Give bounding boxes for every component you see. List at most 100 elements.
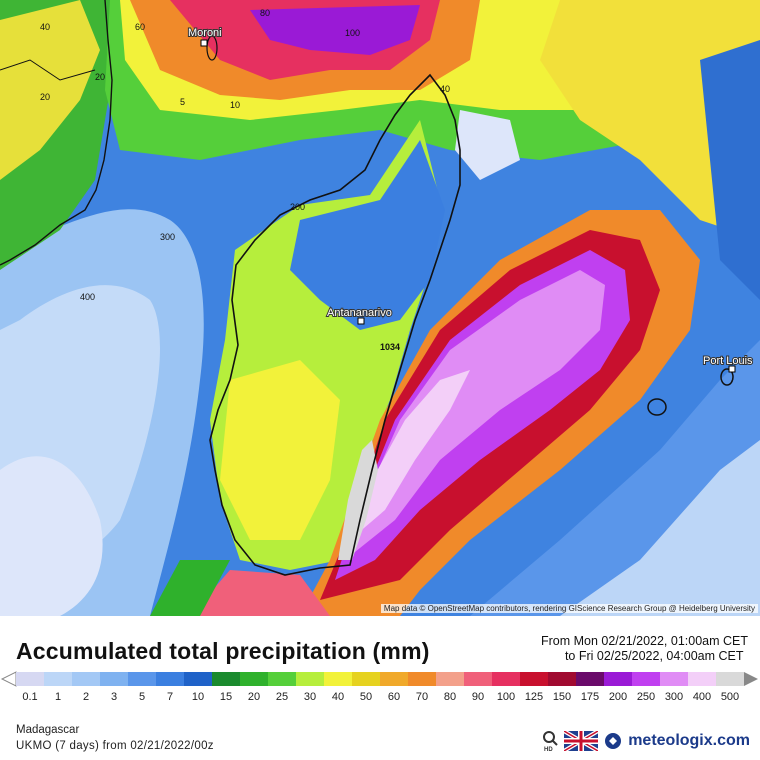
legend-swatch [716, 672, 745, 686]
legend-swatch [72, 672, 101, 686]
city-label: Moroni [188, 27, 222, 39]
legend-swatch [408, 672, 437, 686]
heavy-band-grey [338, 440, 378, 560]
contour-label: 60 [135, 22, 145, 32]
hd-zoom-icon[interactable]: HD [542, 730, 558, 752]
mozambique-yellow [0, 0, 100, 180]
city-marker [728, 365, 736, 373]
legend-swatch [380, 672, 409, 686]
uk-flag-icon[interactable] [564, 731, 599, 751]
legend-tick-label: 60 [388, 691, 400, 703]
inland-border [0, 59, 96, 81]
color-legend: 0.1 1 2 3 5 7 10 15 20 25 30 40 50 60 70 80 90 100 125 150 1… [0, 668, 760, 708]
legend-tick-label: 0.1 [22, 691, 37, 703]
legend-tick-label: 90 [472, 691, 484, 703]
legend-swatch [464, 672, 493, 686]
north-band-purple [250, 5, 420, 55]
legend-tick-label: 20 [248, 691, 260, 703]
legend-swatch [688, 672, 717, 686]
legend-tick-label: 125 [525, 691, 543, 703]
southeast-pale [560, 440, 760, 616]
legend-tick-label: 30 [304, 691, 316, 703]
legend-swatch [296, 672, 325, 686]
legend-swatch [156, 672, 185, 686]
legend-swatch [576, 672, 605, 686]
contour-label: 200 [290, 202, 305, 212]
legend-swatch [324, 672, 353, 686]
contour-label: 10 [230, 100, 240, 110]
legend-tick-label: 1 [55, 691, 61, 703]
madagascar-coastline [209, 73, 461, 576]
legend-swatch [548, 672, 577, 686]
legend-swatch [128, 672, 157, 686]
model-label: UKMO (7 days) from 02/21/2022/00z [16, 740, 214, 752]
contour-label: 80 [260, 8, 270, 18]
contour-labels: 40 60 80 100 20 5 10 40 20 200 300 400 1034 [40, 8, 450, 352]
legend-swatch [16, 672, 45, 686]
mauritius-island [720, 368, 734, 386]
city-label: Antananarivo [327, 307, 392, 319]
contour-label: 40 [40, 22, 50, 32]
period-to: to Fri 02/25/2022, 04:00am CET [564, 649, 744, 663]
legend-tick-label: 15 [220, 691, 232, 703]
legend-tick-label: 200 [609, 691, 627, 703]
precipitation-map[interactable]: 40 60 80 100 20 5 10 40 20 200 300 400 1034 Moroni A… [0, 0, 760, 616]
legend-tick-label: 7 [167, 691, 173, 703]
legend-tick-label: 10 [192, 691, 204, 703]
northeast-blue [700, 40, 760, 300]
madagascar-blue-center [290, 140, 445, 330]
period-from: From Mon 02/21/2022, 01:00am CET [540, 634, 748, 648]
legend-tick-label: 70 [416, 691, 428, 703]
legend-swatch [436, 672, 465, 686]
legend-tick-label: 80 [444, 691, 456, 703]
legend-swatch [44, 672, 73, 686]
legend-tick-label: 300 [665, 691, 683, 703]
contour-label: 20 [40, 92, 50, 102]
legend-swatch [492, 672, 521, 686]
contour-label: 300 [160, 232, 175, 242]
legend-tick-label: 50 [360, 691, 372, 703]
legend-tick-label: 150 [553, 691, 571, 703]
page-title: Accumulated total precipitation (mm) [16, 638, 430, 664]
city-port-louis[interactable]: Port Louis [702, 354, 754, 373]
heavy-band-pink [345, 270, 605, 560]
comoros-island [206, 35, 218, 61]
legend-arrow-right [744, 672, 758, 686]
legend-tick-label: 25 [276, 691, 288, 703]
legend-swatch [212, 672, 241, 686]
city-label: Port Louis [703, 355, 753, 367]
contour-label: 1034 [380, 342, 400, 352]
time-period: From Mon 02/21/2022, 01:00am CET to Fri … [541, 634, 748, 664]
legend-tick-label: 400 [693, 691, 711, 703]
contour-label: 400 [80, 292, 95, 302]
legend-tick-label: 175 [581, 691, 599, 703]
legend-tick-label: 3 [111, 691, 117, 703]
legend-swatch [632, 672, 661, 686]
contour-label: 40 [440, 84, 450, 94]
city-moroni[interactable]: Moroni [187, 26, 223, 47]
legend-swatch [660, 672, 689, 686]
south-green-fringe [150, 560, 230, 616]
heavy-band-pale [350, 370, 470, 540]
city-marker [200, 39, 208, 47]
contour-label: 5 [180, 97, 185, 107]
region-label: Madagascar [16, 724, 80, 736]
south-orange-fringe [190, 570, 330, 616]
brand-area: HD meteologix.com [542, 730, 750, 752]
svg-text:HD: HD [544, 747, 553, 752]
legend-swatch [240, 672, 269, 686]
map-attribution: Map data © OpenStreetMap contributors, r… [380, 604, 758, 613]
ne-madagascar-pale [455, 110, 520, 180]
brand-name[interactable]: meteologix.com [628, 732, 750, 749]
mozambique-coastline [0, 0, 113, 266]
city-marker [357, 317, 365, 325]
legend-arrow-left [0, 671, 17, 687]
southwest-pale [0, 456, 103, 616]
meteologix-logo-icon [605, 733, 622, 749]
legend-swatch [184, 672, 213, 686]
city-antananarivo[interactable]: Antananarivo [326, 306, 393, 325]
legend-tick-label: 40 [332, 691, 344, 703]
legend-tick-label: 5 [139, 691, 145, 703]
contour-label: 100 [345, 28, 360, 38]
madagascar-yellow-south [220, 360, 340, 540]
